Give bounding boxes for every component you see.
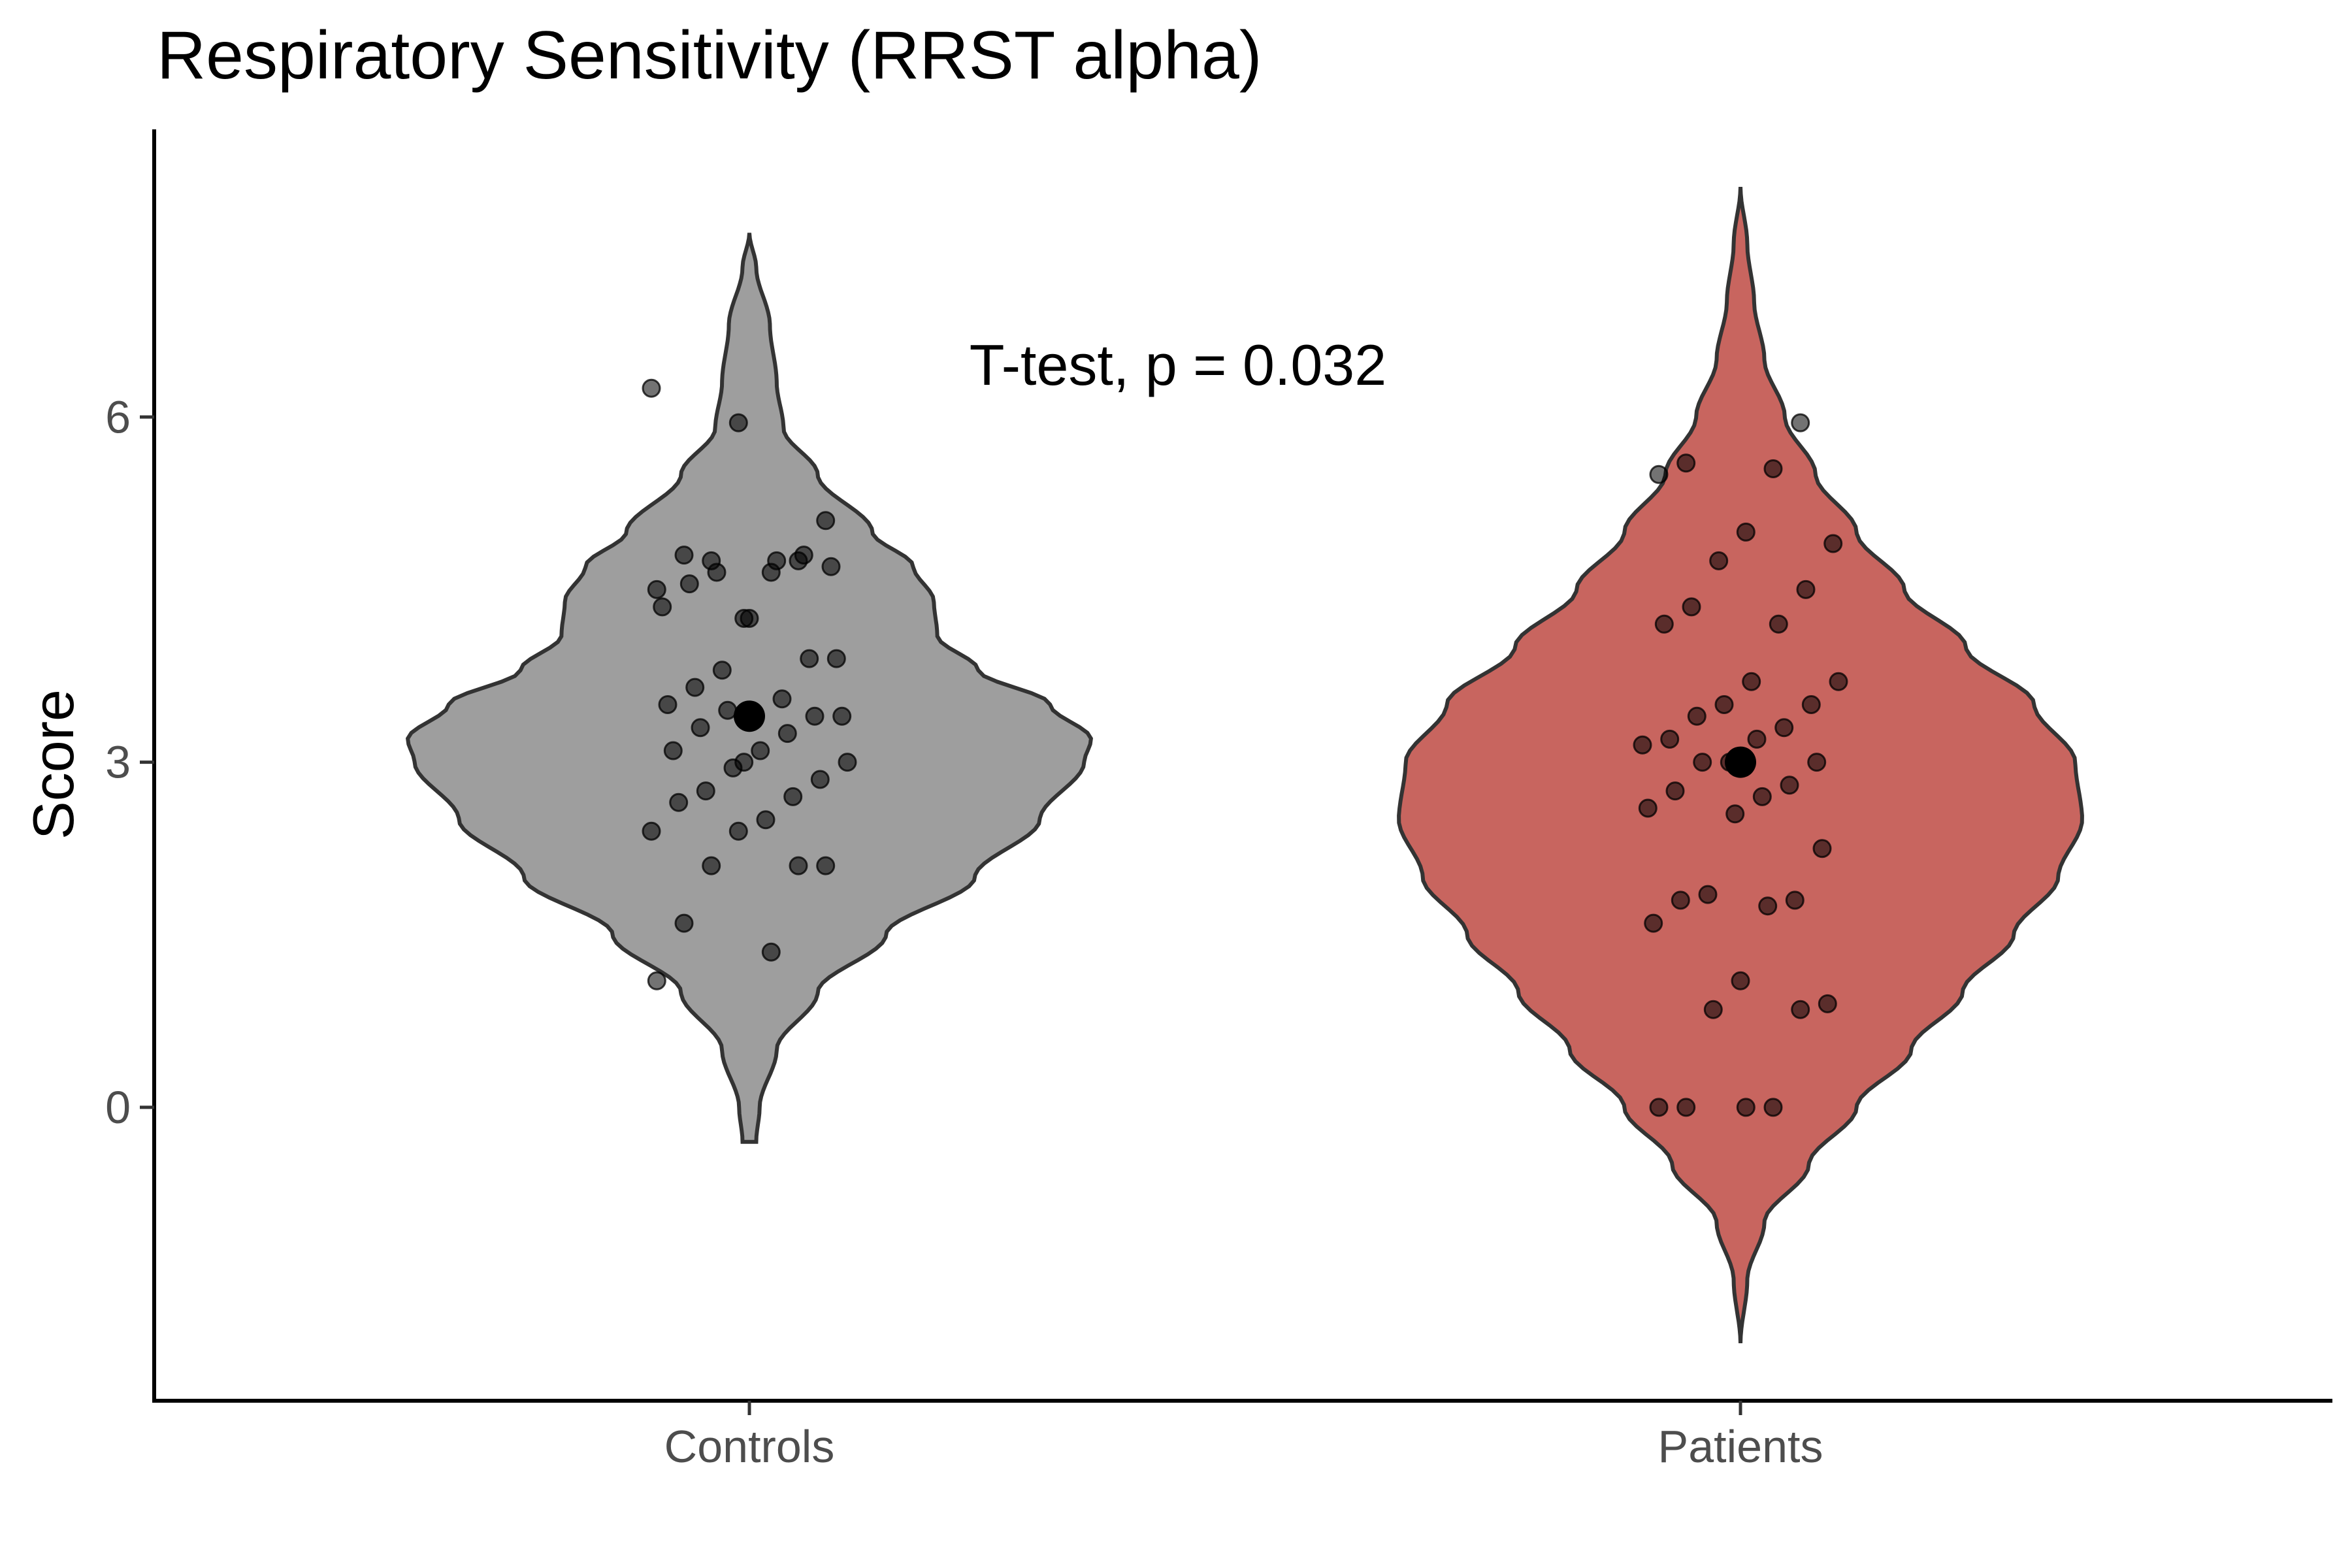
- data-point-patients: [1714, 695, 1734, 714]
- y-tick-label: 0: [105, 1082, 131, 1133]
- data-point-patients: [1736, 522, 1756, 542]
- data-point-patients: [1654, 614, 1674, 634]
- data-point-controls: [647, 580, 666, 599]
- data-point-patients: [1752, 787, 1772, 806]
- data-point-controls: [767, 551, 787, 570]
- data-point-controls: [800, 649, 819, 668]
- data-point-controls: [805, 706, 825, 726]
- data-point-patients: [1812, 839, 1832, 858]
- data-point-patients: [1633, 735, 1652, 755]
- data-point-patients: [1698, 885, 1718, 904]
- data-point-controls: [734, 753, 754, 772]
- data-point-controls: [685, 678, 705, 697]
- data-point-controls: [718, 700, 738, 720]
- data-point-patients: [1823, 534, 1843, 553]
- data-point-controls: [669, 792, 689, 812]
- violin-controls: [405, 233, 1094, 1144]
- data-point-controls: [783, 787, 803, 806]
- y-tick-label: 3: [105, 737, 131, 788]
- data-point-patients: [1796, 580, 1816, 599]
- data-point-controls: [751, 741, 770, 760]
- data-point-patients: [1763, 1098, 1783, 1117]
- data-point-controls: [663, 741, 683, 760]
- data-point-controls: [816, 856, 836, 875]
- data-point-controls: [691, 718, 710, 738]
- data-point-patients: [1660, 729, 1680, 749]
- x-tick-label: Controls: [664, 1421, 835, 1472]
- data-point-controls: [642, 378, 661, 398]
- data-point-controls: [674, 546, 694, 565]
- y-axis-label: Score: [21, 689, 86, 840]
- data-point-controls: [740, 609, 759, 628]
- data-point-controls: [674, 913, 694, 933]
- data-point-patients: [1785, 890, 1805, 910]
- data-point-patients: [1807, 753, 1827, 772]
- mean-point-patients: [1725, 746, 1756, 778]
- data-point-patients: [1758, 896, 1778, 916]
- data-point-patients: [1731, 971, 1750, 990]
- data-point-controls: [642, 821, 661, 841]
- data-point-patients: [1763, 459, 1783, 478]
- data-point-controls: [653, 597, 672, 617]
- plot-area: [405, 186, 2084, 1344]
- t-test-annotation: T-test, p = 0.032: [970, 333, 1386, 397]
- data-point-patients: [1747, 729, 1767, 749]
- data-point-patients: [1801, 695, 1821, 714]
- data-point-controls: [679, 574, 699, 594]
- data-point-patients: [1774, 718, 1794, 738]
- data-point-patients: [1682, 597, 1701, 617]
- data-point-patients: [1709, 551, 1729, 570]
- data-point-patients: [1649, 1098, 1669, 1117]
- data-point-patients: [1687, 706, 1707, 726]
- data-point-controls: [789, 856, 808, 875]
- data-point-controls: [821, 557, 841, 576]
- data-point-controls: [794, 546, 813, 565]
- x-tick-label: Patients: [1658, 1421, 1823, 1472]
- data-point-patients: [1649, 465, 1669, 484]
- data-point-patients: [1742, 672, 1761, 691]
- data-point-controls: [810, 770, 830, 789]
- data-point-controls: [728, 413, 748, 433]
- data-point-patients: [1725, 804, 1745, 824]
- data-point-patients: [1676, 1098, 1696, 1117]
- data-point-controls: [772, 689, 792, 709]
- data-point-controls: [647, 971, 666, 990]
- mean-point-controls: [734, 700, 765, 732]
- data-point-patients: [1818, 994, 1837, 1013]
- data-point-controls: [832, 706, 852, 726]
- data-point-patients: [1791, 1000, 1810, 1019]
- data-point-controls: [816, 511, 836, 531]
- data-point-patients: [1829, 672, 1848, 691]
- data-point-controls: [696, 781, 715, 801]
- data-point-patients: [1791, 413, 1810, 433]
- data-point-patients: [1736, 1098, 1756, 1117]
- data-point-patients: [1769, 614, 1788, 634]
- data-point-controls: [838, 753, 857, 772]
- chart-title: Respiratory Sensitivity (RRST alpha): [157, 18, 1262, 93]
- data-point-controls: [702, 856, 721, 875]
- data-point-patients: [1693, 753, 1712, 772]
- data-point-controls: [712, 661, 732, 680]
- data-point-controls: [728, 821, 748, 841]
- data-point-controls: [761, 942, 781, 962]
- data-point-controls: [756, 810, 776, 830]
- data-point-controls: [707, 563, 727, 582]
- data-point-patients: [1703, 1000, 1723, 1019]
- data-point-patients: [1665, 781, 1685, 801]
- data-point-patients: [1644, 913, 1663, 933]
- data-point-patients: [1638, 798, 1658, 818]
- data-point-patients: [1671, 890, 1690, 910]
- axis-ticks: 0 3 6 Controls Patients: [105, 391, 1823, 1472]
- data-point-controls: [826, 649, 846, 668]
- data-point-patients: [1780, 776, 1799, 795]
- y-tick-label: 6: [105, 391, 131, 442]
- data-point-controls: [777, 724, 797, 743]
- data-point-controls: [658, 695, 678, 714]
- data-point-patients: [1676, 453, 1696, 473]
